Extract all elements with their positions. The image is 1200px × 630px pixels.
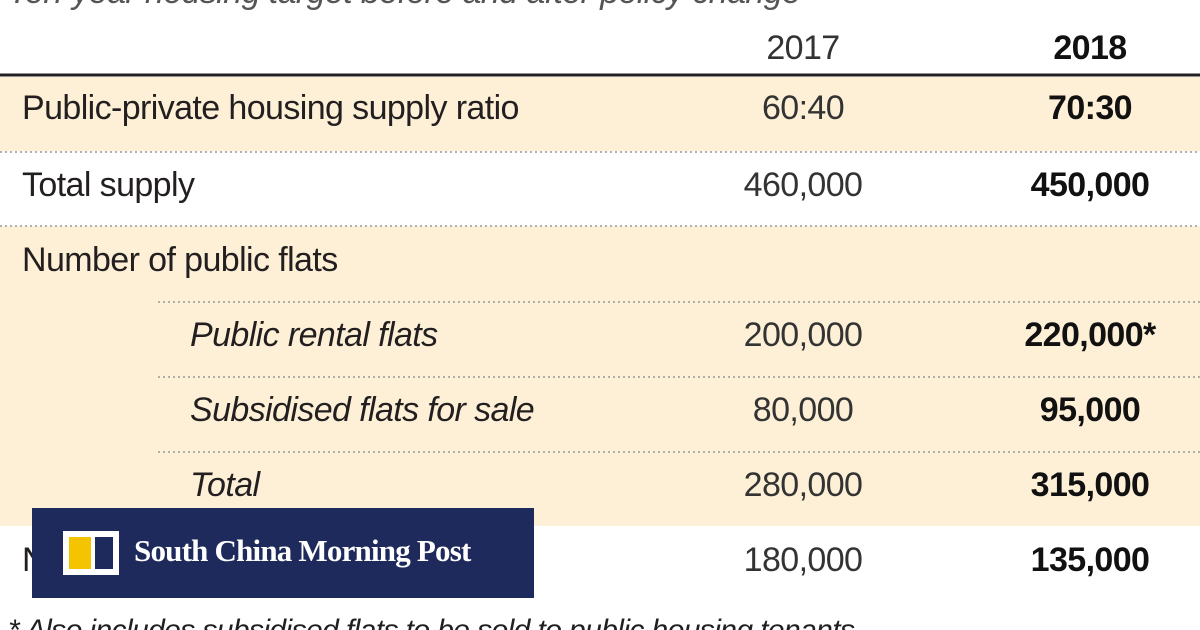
cell-value: 180,000	[744, 541, 863, 579]
column-header: 2017	[766, 29, 839, 67]
row-label: Public rental flats	[190, 316, 438, 354]
row-label: Number of public flats	[22, 241, 338, 279]
cell-value: 80,000	[753, 391, 853, 429]
cell-value: 280,000	[744, 466, 863, 504]
logo-text: South China Morning Post	[134, 533, 472, 568]
logo-icon-block	[69, 537, 91, 569]
cell-value: 460,000	[744, 166, 863, 204]
logo-icon-block	[95, 537, 113, 569]
cell-value: 450,000	[1031, 166, 1150, 204]
row-label: Public-private housing supply ratio	[22, 89, 519, 127]
subtitle: Ten-year housing target before and after…	[8, 0, 800, 11]
cell-value: 220,000*	[1024, 316, 1157, 354]
cell-value: 135,000	[1031, 541, 1150, 579]
cell-value: 315,000	[1031, 466, 1150, 504]
row-label: Subsidised flats for sale	[190, 391, 534, 429]
footnote: * Also includes subsidised flats to be s…	[8, 614, 855, 630]
column-header: 2018	[1053, 29, 1126, 67]
row-band	[0, 226, 1200, 526]
cell-value: 200,000	[744, 316, 863, 354]
cell-value: 95,000	[1040, 391, 1140, 429]
cell-value: 60:40	[762, 89, 844, 127]
cell-value: 70:30	[1048, 89, 1132, 127]
row-label: Total	[190, 466, 262, 504]
row-band	[0, 77, 1200, 151]
row-label: Total supply	[22, 166, 195, 204]
